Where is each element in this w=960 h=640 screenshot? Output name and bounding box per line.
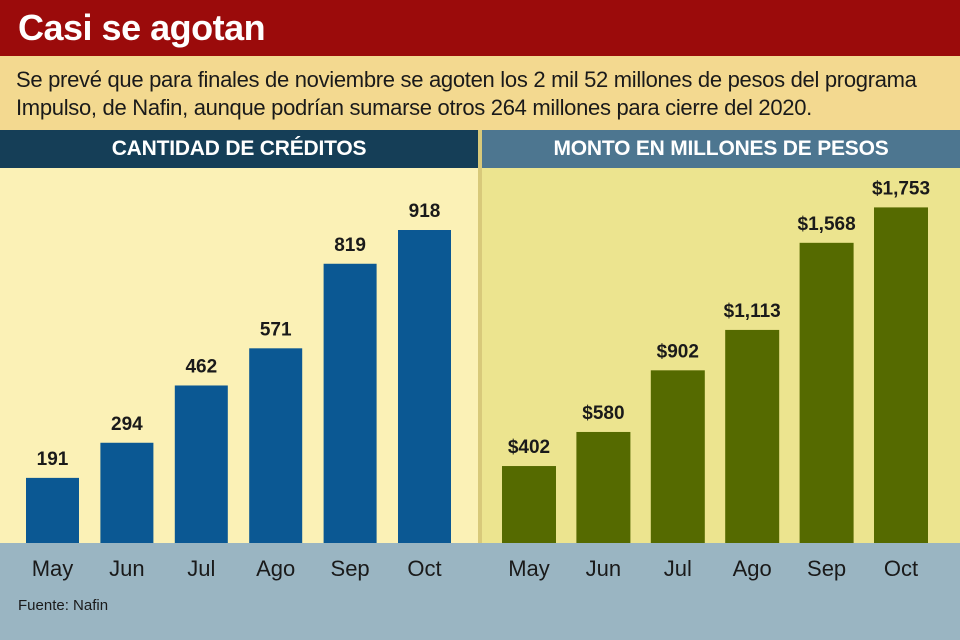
x-tick-sep: Sep (807, 556, 846, 581)
credits-bar-chart: 191 May 294 Jun 462 Jul 571 Ago 819 Sep 918 Oct (26, 201, 451, 581)
subtitle-band: Se prevé que para finales de noviembre s… (0, 56, 960, 130)
bar-may (26, 477, 79, 543)
bar-sep (799, 242, 854, 543)
source-note: Fuente: Nafin (18, 597, 109, 614)
bar-jun (100, 442, 154, 543)
data-label-jul: 462 (185, 356, 217, 377)
x-tick-may: May (32, 556, 74, 581)
bar-jul (174, 385, 228, 543)
amount-bar-chart: $402 May $580 Jun $902 Jul $1,113 Ago $1,568 Sep $… (502, 178, 930, 581)
x-tick-sep: Sep (331, 556, 370, 581)
bar-oct (398, 230, 451, 543)
data-label-oct: 918 (409, 201, 441, 222)
bar-jun (576, 431, 631, 543)
data-label-jul: $902 (657, 341, 699, 362)
data-label-may: $402 (508, 437, 550, 458)
data-label-sep: 819 (334, 235, 366, 256)
x-tick-ago: Ago (733, 556, 772, 581)
panel-divider (478, 130, 482, 640)
bar-ago (725, 329, 780, 543)
x-tick-oct: Oct (407, 556, 441, 581)
data-label-may: 191 (37, 449, 69, 470)
title-band: Casi se agotan (0, 0, 960, 56)
bar-may (502, 466, 556, 543)
page-subtitle: Se prevé que para finales de noviembre s… (16, 67, 917, 120)
data-label-sep: $1,568 (798, 214, 856, 235)
bar-ago (249, 348, 303, 543)
x-tick-jun: Jun (109, 556, 144, 581)
page-title: Casi se agotan (18, 7, 266, 48)
data-label-oct: $1,753 (872, 178, 930, 199)
x-tick-may: May (508, 556, 550, 581)
bar-oct (874, 207, 928, 543)
axis-band (0, 543, 960, 640)
data-label-ago: 571 (260, 319, 292, 340)
data-label-jun: $580 (582, 403, 624, 424)
x-tick-oct: Oct (884, 556, 918, 581)
left-chart-title: CANTIDAD DE CRÉDITOS (0, 130, 478, 168)
x-tick-jul: Jul (187, 556, 215, 581)
bar-sep (323, 263, 377, 543)
x-tick-jun: Jun (586, 556, 621, 581)
right-chart-title: MONTO EN MILLONES DE PESOS (482, 130, 960, 168)
data-label-jun: 294 (111, 414, 143, 435)
x-tick-ago: Ago (256, 556, 295, 581)
bar-jul (650, 370, 705, 543)
data-label-ago: $1,113 (724, 301, 781, 322)
x-tick-jul: Jul (664, 556, 692, 581)
